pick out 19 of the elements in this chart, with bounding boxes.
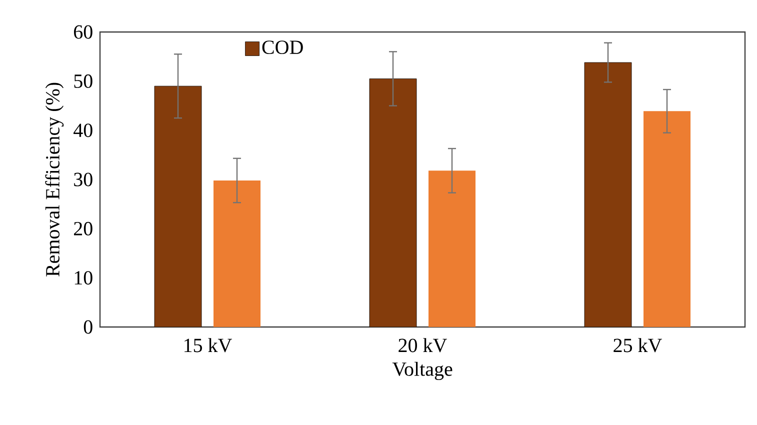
x-tick-label: 25 kV	[614, 338, 662, 352]
y-tick-label: 60	[74, 25, 92, 39]
x-tick-label: 20 kV	[398, 338, 447, 352]
legend-label: COD	[262, 40, 303, 54]
y-tick-label: 0	[84, 320, 92, 334]
bar	[369, 78, 417, 327]
y-tick-label: 30	[74, 172, 92, 186]
bar	[214, 180, 261, 327]
y-axis-title: Removal Efficiency (%)	[45, 82, 64, 276]
y-tick-label: 40	[74, 124, 92, 138]
y-tick-label: 10	[74, 271, 92, 285]
bar	[584, 62, 632, 327]
bar	[644, 111, 691, 327]
bar	[154, 86, 202, 327]
y-tick-label: 20	[74, 222, 92, 236]
y-tick-label: 50	[74, 74, 92, 88]
x-tick-label: 15 kV	[184, 338, 232, 352]
bar	[428, 170, 476, 327]
x-axis-title: Voltage	[392, 362, 452, 380]
